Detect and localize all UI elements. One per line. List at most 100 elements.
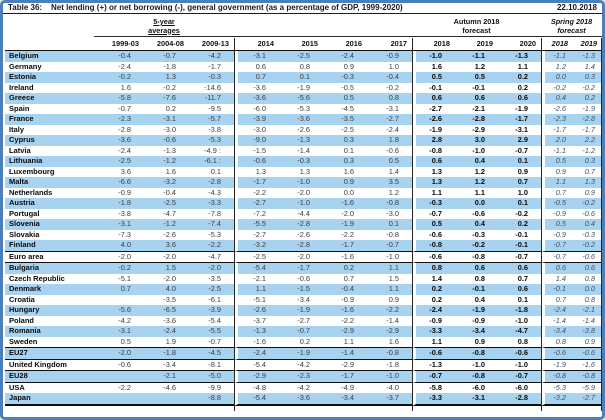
value-cell: 0.8	[299, 61, 311, 71]
row-label: Italy	[9, 124, 25, 134]
value-cell: -1.7	[582, 124, 596, 134]
value-cell: -2.6	[234, 305, 280, 316]
value-cell: -2.9	[323, 326, 368, 337]
row-label: Romania	[5, 326, 94, 337]
value-cell: -2.0	[94, 250, 144, 263]
value-cell: -7.8	[208, 208, 222, 218]
value-cell: -1.7	[208, 61, 222, 71]
year-column-header: 2014	[234, 36, 280, 51]
value-cell: -1.2	[144, 219, 189, 230]
value-cell: -5.4	[234, 263, 280, 274]
value-cell: -1.9	[279, 347, 324, 360]
averages-group-header: 5-year averages	[94, 14, 234, 36]
value-cell: -0.8	[455, 347, 499, 360]
value-cell: -3.6	[163, 315, 176, 325]
value-cell: -2.8	[455, 114, 499, 125]
value-cell	[144, 393, 189, 406]
value-cell: -0.1	[498, 240, 542, 251]
value-cell: -2.4	[234, 347, 280, 360]
value-cell: -2.6	[297, 124, 311, 134]
value-cell: 0.5	[367, 156, 413, 167]
value-cell: -2.0	[144, 250, 189, 263]
value-cell: -0.2	[163, 82, 176, 92]
table-row: Finland 4.0 3.6 -2.2 -3.2 -2.8 -1.7 -0.7 -0.8 -0.…	[5, 240, 602, 251]
value-cell: -0.2	[94, 72, 144, 83]
table-row: Malta -6.6 -3.2 -2.8 -1.7 -1.0 0.9 3.5 1.3 1.2 0.7…	[5, 177, 602, 188]
value-cell: -6.1 :	[189, 156, 235, 167]
value-cell: 0.9	[323, 177, 368, 188]
value-cell: -3.0	[234, 124, 279, 135]
value-cell: 0.4	[455, 219, 499, 230]
value-cell: -1.6	[323, 305, 368, 316]
value-cell: -2.7	[234, 198, 280, 209]
value-cell: -2.4	[386, 124, 400, 134]
value-cell: -1.4	[582, 315, 596, 325]
value-cell: -0.9	[472, 315, 486, 325]
value-cell: -1.7	[323, 370, 368, 383]
value-cell: 1.1	[412, 336, 455, 347]
value-cell: -0.5	[341, 82, 355, 92]
value-cell: -3.4	[323, 393, 368, 406]
value-cell: -0.3	[412, 198, 456, 209]
row-label: Poland	[9, 315, 35, 325]
value-cell: -2.6	[163, 229, 176, 239]
value-cell: 3.6	[120, 166, 131, 176]
value-cell: -3.1	[144, 114, 189, 125]
spring-forecast-group-header: Spring 2018 forecast	[541, 14, 602, 36]
year-column-header: 2009-13	[189, 36, 235, 51]
value-cell: 1.4	[584, 61, 596, 71]
value-cell: -0.6	[386, 145, 400, 155]
year-column-header: 2004-08	[144, 36, 189, 51]
row-label: Cyprus	[5, 135, 94, 146]
value-cell: 0.6	[573, 263, 602, 274]
value-cell: 0.1	[279, 72, 324, 83]
value-cell: 0.2	[573, 93, 602, 104]
value-cell: -9.5	[208, 103, 222, 113]
row-label: Slovenia	[5, 219, 94, 230]
value-cell: 0.6	[541, 263, 574, 274]
value-cell: -2.1	[472, 103, 486, 113]
value-cell: 1.3	[144, 72, 189, 83]
value-cell: 0.8	[474, 273, 486, 283]
value-cell: -2.4	[118, 61, 131, 71]
row-label: France	[5, 114, 94, 125]
value-cell: -2.2	[189, 240, 235, 251]
value-cell: -2.6	[297, 229, 311, 239]
value-cell: -4.3	[208, 187, 222, 197]
value-cell: -1.7	[541, 124, 573, 135]
value-cell: -3.4	[541, 326, 574, 337]
value-cell: 0.3	[323, 135, 368, 146]
table-row: Sweden 0.5 1.9 -0.7 -1.6 0.2 1.1 1.6 1.1 0.9 0.8 0.…	[5, 336, 602, 347]
spring-label-line1: Spring 2018	[550, 17, 593, 26]
value-cell: -1.4	[541, 315, 573, 326]
value-cell: 0.2	[299, 336, 311, 346]
value-cell: -7.4	[189, 219, 235, 230]
value-cell: -2.5	[144, 198, 189, 209]
value-cell: -3.0	[386, 208, 400, 218]
value-cell: -0.6	[234, 156, 280, 167]
table-row: Slovenia -3.1 -1.2 -7.4 -5.5 -2.8 -1.9 0.1 0.5 0.…	[5, 219, 602, 230]
value-cell: -0.3	[582, 229, 596, 239]
value-cell: -0.2	[515, 208, 529, 218]
value-cell: -0.6	[582, 208, 596, 218]
value-cell: -1.9	[279, 305, 324, 316]
row-label: Croatia	[9, 294, 35, 304]
value-cell: 4.0	[144, 284, 189, 295]
group-divider-line	[601, 38, 602, 411]
value-cell: -0.4	[367, 72, 413, 83]
publication-date: 22.10.2018	[556, 3, 597, 12]
value-cell: -1.3	[163, 145, 176, 155]
value-cell: -1.6	[323, 198, 368, 209]
group-divider-line	[412, 38, 413, 411]
table-row: Czech Republic -5.1 -2.0 -3.5 -2.1 -0.6 0.7 1.5…	[5, 273, 602, 284]
value-cell: -4.2	[189, 51, 235, 62]
value-cell: -4.4	[297, 208, 311, 218]
value-cell: -4.0	[386, 382, 400, 392]
row-label: Latvia	[9, 145, 31, 155]
value-cell: -6.1	[208, 294, 222, 304]
value-cell: 0.6	[234, 61, 279, 72]
value-cell: -0.1	[455, 284, 499, 295]
value-cell: 0.3	[573, 72, 602, 83]
value-cell: -2.1	[234, 273, 279, 284]
